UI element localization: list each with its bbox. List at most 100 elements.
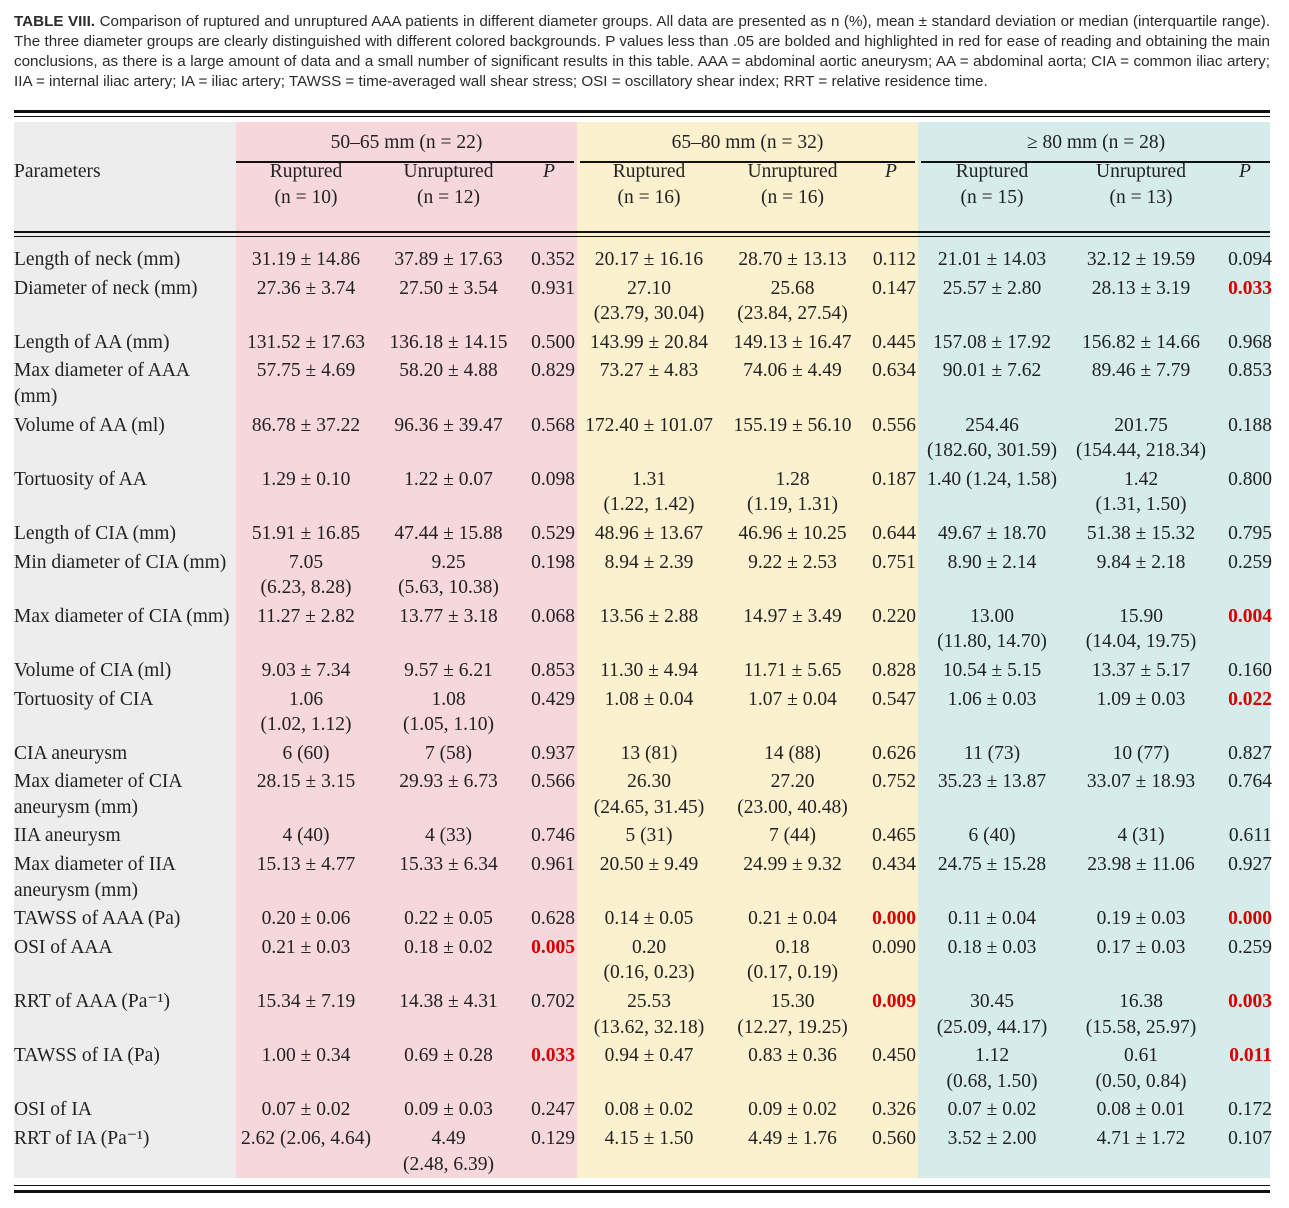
g3-p-cell: 0.160 [1228, 659, 1273, 681]
g2-ruptured-cell: 25.53 (13.62, 32.18) [577, 989, 721, 1043]
cell-value: 13.56 ± 2.88 [599, 605, 699, 627]
cell-value: 27.20 [770, 771, 815, 793]
parameter-label: Tortuosity of CIA [14, 688, 154, 710]
cell-value: 13.37 ± 5.17 [1091, 659, 1191, 681]
group-header-3: ≥ 80 mm (n = 28) [1026, 132, 1166, 153]
cell-value: 7 (44) [768, 825, 817, 847]
cell-value: 51.91 ± 16.85 [251, 522, 361, 544]
g2-ruptured-cell: 4.15 ± 1.50 [577, 1126, 721, 1180]
g1-p-cell: 0.829 [531, 360, 575, 382]
g2-unruptured-cell: 149.13 ± 16.47 [721, 330, 864, 359]
cell-value: 14.38 ± 4.31 [399, 991, 498, 1013]
cell-range: (23.00, 40.48) [737, 796, 848, 818]
g3-unruptured-cell: 33.07 ± 18.93 [1066, 769, 1216, 823]
g2-p-cell: 0.626 [872, 742, 916, 764]
g1-unruptured-cell: 4 (33) [376, 823, 521, 852]
g2-ruptured-cell: 1.08 ± 0.04 [577, 687, 721, 741]
cell-value: 74.06 ± 4.49 [743, 360, 842, 382]
parameter-label: RRT of AAA (Pa⁻¹) [14, 991, 170, 1013]
g2-unruptured-cell: 4.49 ± 1.76 [721, 1126, 864, 1180]
g3-unruptured-cell: 1.09 ± 0.03 [1066, 687, 1216, 741]
g3-p-cell: 0.800 [1228, 468, 1273, 490]
cell-value: 9.25 [431, 551, 466, 573]
cell-value: 0.09 ± 0.02 [748, 1099, 837, 1121]
parameter-label: TAWSS of AAA (Pa) [14, 908, 181, 930]
g3-p-cell: 0.968 [1228, 331, 1273, 353]
g3-unruptured-header: Unruptured (n = 13) [1096, 161, 1186, 208]
g1-ruptured-cell: 0.07 ± 0.02 [236, 1097, 376, 1126]
cell-value: 0.20 ± 0.06 [261, 908, 351, 930]
cell-range: (5.63, 10.38) [398, 577, 499, 599]
cell-range: (23.79, 30.04) [593, 303, 705, 325]
cell-value: 10 (77) [1112, 742, 1170, 764]
parameter-label: Diameter of neck (mm) [14, 277, 198, 299]
g3-ruptured-cell: 1.06 ± 0.03 [918, 687, 1066, 741]
g1-ruptured-cell: 7.05 (6.23, 8.28) [236, 550, 376, 604]
cell-range: (2.48, 6.39) [403, 1153, 494, 1175]
bottom-rule-thick [14, 1190, 1270, 1193]
g1-unruptured-cell: 29.93 ± 6.73 [376, 769, 521, 823]
comparison-table: 50–65 mm (n = 22) 65–80 mm (n = 32) ≥ 80… [10, 126, 1274, 1180]
g2-p-cell: 0.434 [872, 854, 916, 876]
g2-p-cell: 0.090 [872, 936, 916, 958]
table-row: Diameter of neck (mm) 27.36 ± 3.74 27.50 ±… [10, 276, 1274, 330]
cell-range: (1.31, 1.50) [1095, 494, 1187, 516]
cell-value: 11.27 ± 2.82 [257, 605, 355, 627]
parameter-label: CIA aneurysm [14, 742, 128, 764]
g1-ruptured-cell: 1.06 (1.02, 1.12) [236, 687, 376, 741]
group-underline-3 [921, 161, 1270, 163]
g2-p-cell: 0.326 [872, 1099, 916, 1121]
parameter-label: Max diameter of CIA aneurysm (mm) [14, 771, 182, 818]
g2-ruptured-header: Ruptured (n = 16) [612, 161, 686, 208]
group1-bg [236, 122, 577, 1178]
cell-value: 1.40 (1.24, 1.58) [927, 468, 1057, 490]
cell-value: 28.15 ± 3.15 [256, 771, 356, 793]
cell-value: 0.19 ± 0.03 [1096, 908, 1186, 930]
cell-value: 15.33 ± 6.34 [399, 854, 498, 876]
g2-p-cell: 0.009 [872, 991, 916, 1013]
g3-unruptured-cell: 9.84 ± 2.18 [1066, 550, 1216, 604]
cell-value: 89.46 ± 7.79 [1091, 360, 1191, 382]
cell-value: 21.01 ± 14.03 [937, 249, 1047, 270]
group-underline-2 [580, 161, 915, 163]
g3-unruptured-cell: 51.38 ± 15.32 [1066, 521, 1216, 550]
cell-value: 29.93 ± 6.73 [399, 771, 498, 793]
header-blank [10, 126, 236, 159]
cell-range: (1.05, 1.10) [403, 714, 494, 736]
cell-value: 5 (31) [625, 825, 673, 847]
g1-ruptured-cell: 2.62 (2.06, 4.64) [236, 1126, 376, 1180]
g2-p-cell: 0.112 [872, 249, 916, 270]
cell-value: 51.38 ± 15.32 [1086, 522, 1196, 544]
g3-ruptured-cell: 8.90 ± 2.14 [918, 550, 1066, 604]
cell-value: 0.20 [631, 936, 667, 958]
g1-unruptured-cell: 14.38 ± 4.31 [376, 989, 521, 1043]
g3-ruptured-cell: 30.45 (25.09, 44.17) [918, 989, 1066, 1043]
cell-value: 86.78 ± 37.22 [251, 414, 361, 436]
g1-unruptured-cell: 15.33 ± 6.34 [376, 852, 521, 906]
g3-unruptured-cell: 23.98 ± 11.06 [1066, 852, 1216, 906]
table-row: Volume of CIA (ml) 9.03 ± 7.34 9.57 ± 6.21… [10, 658, 1274, 687]
cell-value: 15.90 [1119, 605, 1163, 627]
cell-value: 0.83 ± 0.36 [748, 1045, 837, 1067]
g2-p-cell: 0.828 [872, 659, 916, 681]
g3-unruptured-cell: 4.71 ± 1.72 [1066, 1126, 1216, 1180]
g1-ruptured-cell: 0.21 ± 0.03 [236, 935, 376, 989]
g2-p-cell: 0.634 [872, 360, 916, 382]
cell-value: 1.42 [1123, 468, 1159, 490]
cell-value: 90.01 ± 7.62 [942, 360, 1042, 382]
g1-unruptured-cell: 0.18 ± 0.02 [376, 935, 521, 989]
table-row: RRT of IA (Pa⁻¹) 2.62 (2.06, 4.64) 4.49 (2.… [10, 1126, 1274, 1180]
cell-range: (0.16, 0.23) [603, 962, 695, 984]
g2-unruptured-cell: 0.21 ± 0.04 [721, 906, 864, 935]
g3-ruptured-cell: 157.08 ± 17.92 [918, 330, 1066, 359]
cell-value: 15.34 ± 7.19 [256, 991, 356, 1013]
cell-value: 4.49 [431, 1128, 466, 1149]
cell-range: (0.17, 0.19) [747, 962, 838, 984]
g3-ruptured-cell: 10.54 ± 5.15 [918, 658, 1066, 687]
g3-unruptured-cell: 4 (31) [1066, 823, 1216, 852]
g1-p-cell: 0.961 [531, 854, 575, 876]
cell-value: 201.75 [1114, 414, 1168, 436]
cell-value: 0.17 ± 0.03 [1096, 936, 1186, 958]
g1-ruptured-cell: 9.03 ± 7.34 [236, 658, 376, 687]
table-row: Max diameter of AAA (mm) 57.75 ± 4.69 58.2… [10, 358, 1274, 412]
